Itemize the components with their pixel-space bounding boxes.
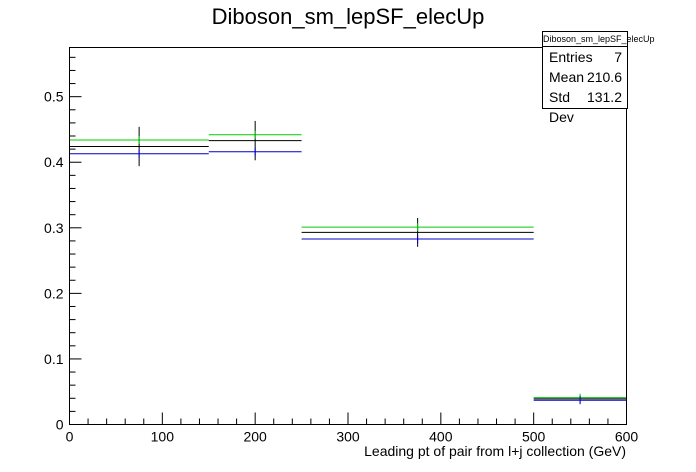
- tick-labels: 0 100 200 300 400 500 600 0 0.1 0.2 0.3 0.4 0.5: [44, 89, 638, 445]
- stats-value: 131.2: [586, 89, 622, 105]
- stats-value: 210.6: [586, 69, 622, 85]
- y-tick-label: 0.2: [44, 285, 64, 301]
- axis-ticks: [69, 56, 627, 425]
- stats-label: Entries: [549, 49, 593, 65]
- stats-label: Mean: [549, 69, 585, 85]
- stats-row-entries: Entries 7: [543, 47, 627, 67]
- x-axis-label: Leading pt of pair from l+j collection (…: [364, 443, 626, 459]
- x-tick-label: 0: [66, 429, 74, 445]
- stats-value: 7: [614, 49, 622, 65]
- y-tick-label: 0.3: [44, 220, 64, 236]
- chart-title: Diboson_sm_lepSF_elecUp: [211, 4, 485, 29]
- histogram-bins: [69, 120, 627, 405]
- stats-row-stddev: Std Dev 131.2: [543, 87, 627, 125]
- stats-box-title: Diboson_sm_lepSF_elecUp: [543, 32, 655, 47]
- x-tick-label: 300: [336, 429, 360, 445]
- x-tick-label: 200: [243, 429, 267, 445]
- x-tick-label: 500: [522, 429, 546, 445]
- x-tick-label: 600: [615, 429, 639, 445]
- stats-row-mean: Mean 210.6: [543, 67, 627, 87]
- x-tick-label: 100: [151, 429, 175, 445]
- stats-box: Diboson_sm_lepSF_elecUp Entries 7 Mean 2…: [542, 31, 655, 125]
- stats-label: Std Dev: [549, 89, 574, 125]
- y-tick-label: 0.1: [44, 351, 64, 367]
- x-tick-label: 400: [429, 429, 453, 445]
- y-tick-label: 0.4: [44, 154, 64, 170]
- plot-frame: [69, 47, 627, 425]
- y-tick-label: 0.5: [44, 89, 64, 105]
- y-tick-label: 0: [56, 417, 64, 433]
